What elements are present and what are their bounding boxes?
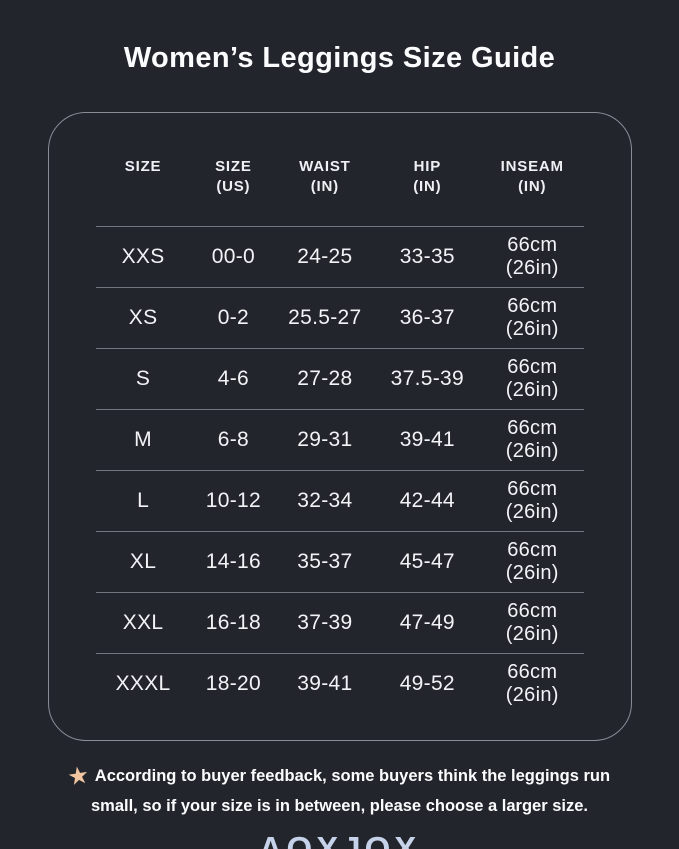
page-title: Women’s Leggings Size Guide (123, 42, 556, 74)
cell-waist: 29-31 (297, 427, 353, 451)
table-row-xxxl: XXXL 18-20 39-41 49-52 66cm (26in) (95, 653, 584, 714)
cell-inseam: 66cm (26in) (505, 234, 559, 279)
cell-inseam: 66cm (26in) (505, 478, 559, 523)
brand-logo: AOXJOX (258, 830, 421, 849)
col-header-inseam: INSEAM (IN) (500, 158, 564, 196)
cell-size: XXL (122, 610, 164, 634)
cell-inseam: 66cm (26in) (505, 600, 559, 645)
table-row-m: M 6-8 29-31 39-41 66cm (26in) (95, 409, 584, 470)
cell-hip: 47-49 (399, 610, 455, 634)
cell-waist: 27-28 (297, 366, 353, 390)
cell-size: XS (128, 305, 158, 329)
feedback-note: ★ According to buyer feedback, some buyer… (40, 760, 640, 820)
col-header-size: SIZE (124, 158, 162, 175)
cell-size: XXXL (115, 671, 171, 695)
cell-hip: 37.5-39 (390, 366, 464, 390)
cell-hip: 42-44 (399, 488, 455, 512)
cell-size: L (137, 488, 150, 512)
cell-inseam: 66cm (26in) (505, 417, 559, 462)
cell-waist: 32-34 (297, 488, 353, 512)
table-row-xs: XS 0-2 25.5-27 36-37 66cm (26in) (95, 287, 584, 348)
cell-size: M (134, 427, 152, 451)
size-table-panel: SIZE SIZE (US) WAIST (IN) HIP (IN) INSEAM (I… (47, 112, 632, 741)
cell-size-us: 14-16 (205, 549, 261, 573)
star-icon: ★ (67, 763, 90, 789)
table-row-xxs: XXS 00-0 24-25 33-35 66cm (26in) (95, 226, 584, 287)
cell-size-us: 10-12 (205, 488, 261, 512)
cell-size-us: 00-0 (211, 244, 255, 268)
table-row-xxl: XXL 16-18 37-39 47-49 66cm (26in) (95, 592, 584, 653)
cell-size-us: 4-6 (217, 366, 249, 390)
cell-inseam: 66cm (26in) (505, 539, 559, 584)
note-text-line-2: small, so if your size is in between, pl… (90, 797, 589, 816)
cell-size-us: 6-8 (217, 427, 249, 451)
size-table: SIZE SIZE (US) WAIST (IN) HIP (IN) INSEAM (I… (95, 113, 584, 714)
size-table-header: SIZE SIZE (US) WAIST (IN) HIP (IN) INSEAM (I… (96, 113, 584, 226)
cell-waist: 37-39 (297, 610, 353, 634)
cell-hip: 36-37 (399, 305, 455, 329)
cell-waist: 35-37 (297, 549, 353, 573)
col-header-size-us: SIZE (US) (215, 158, 252, 196)
note-line-1: ★ According to buyer feedback, some buyer… (40, 760, 640, 794)
cell-waist: 24-25 (297, 244, 353, 268)
table-row-s: S 4-6 27-28 37.5-39 66cm (26in) (95, 348, 584, 409)
size-table-body: XXS 00-0 24-25 33-35 66cm (26in) XS 0-2 2… (95, 226, 584, 714)
cell-hip: 45-47 (399, 549, 455, 573)
header-row: SIZE SIZE (US) WAIST (IN) HIP (IN) INSEAM (I… (96, 113, 584, 226)
cell-size: XXS (121, 244, 165, 268)
cell-size-us: 18-20 (205, 671, 261, 695)
col-header-waist: WAIST (IN) (299, 158, 351, 196)
cell-inseam: 66cm (26in) (505, 356, 559, 401)
cell-size-us: 16-18 (205, 610, 261, 634)
cell-size: S (135, 366, 151, 390)
cell-size-us: 0-2 (217, 305, 249, 329)
cell-inseam: 66cm (26in) (505, 661, 559, 706)
table-row-xl: XL 14-16 35-37 45-47 66cm (26in) (95, 531, 584, 592)
cell-waist: 39-41 (297, 671, 353, 695)
cell-inseam: 66cm (26in) (505, 295, 559, 340)
table-row-l: L 10-12 32-34 42-44 66cm (26in) (95, 470, 584, 531)
note-text-line-1: According to buyer feedback, some buyers… (94, 766, 611, 785)
note-line-2: small, so if your size is in between, pl… (40, 793, 640, 819)
cell-waist: 25.5-27 (288, 305, 362, 329)
cell-hip: 33-35 (399, 244, 455, 268)
cell-hip: 39-41 (399, 427, 455, 451)
cell-hip: 49-52 (399, 671, 455, 695)
cell-size: XL (129, 549, 157, 573)
col-header-hip: HIP (IN) (413, 158, 442, 196)
